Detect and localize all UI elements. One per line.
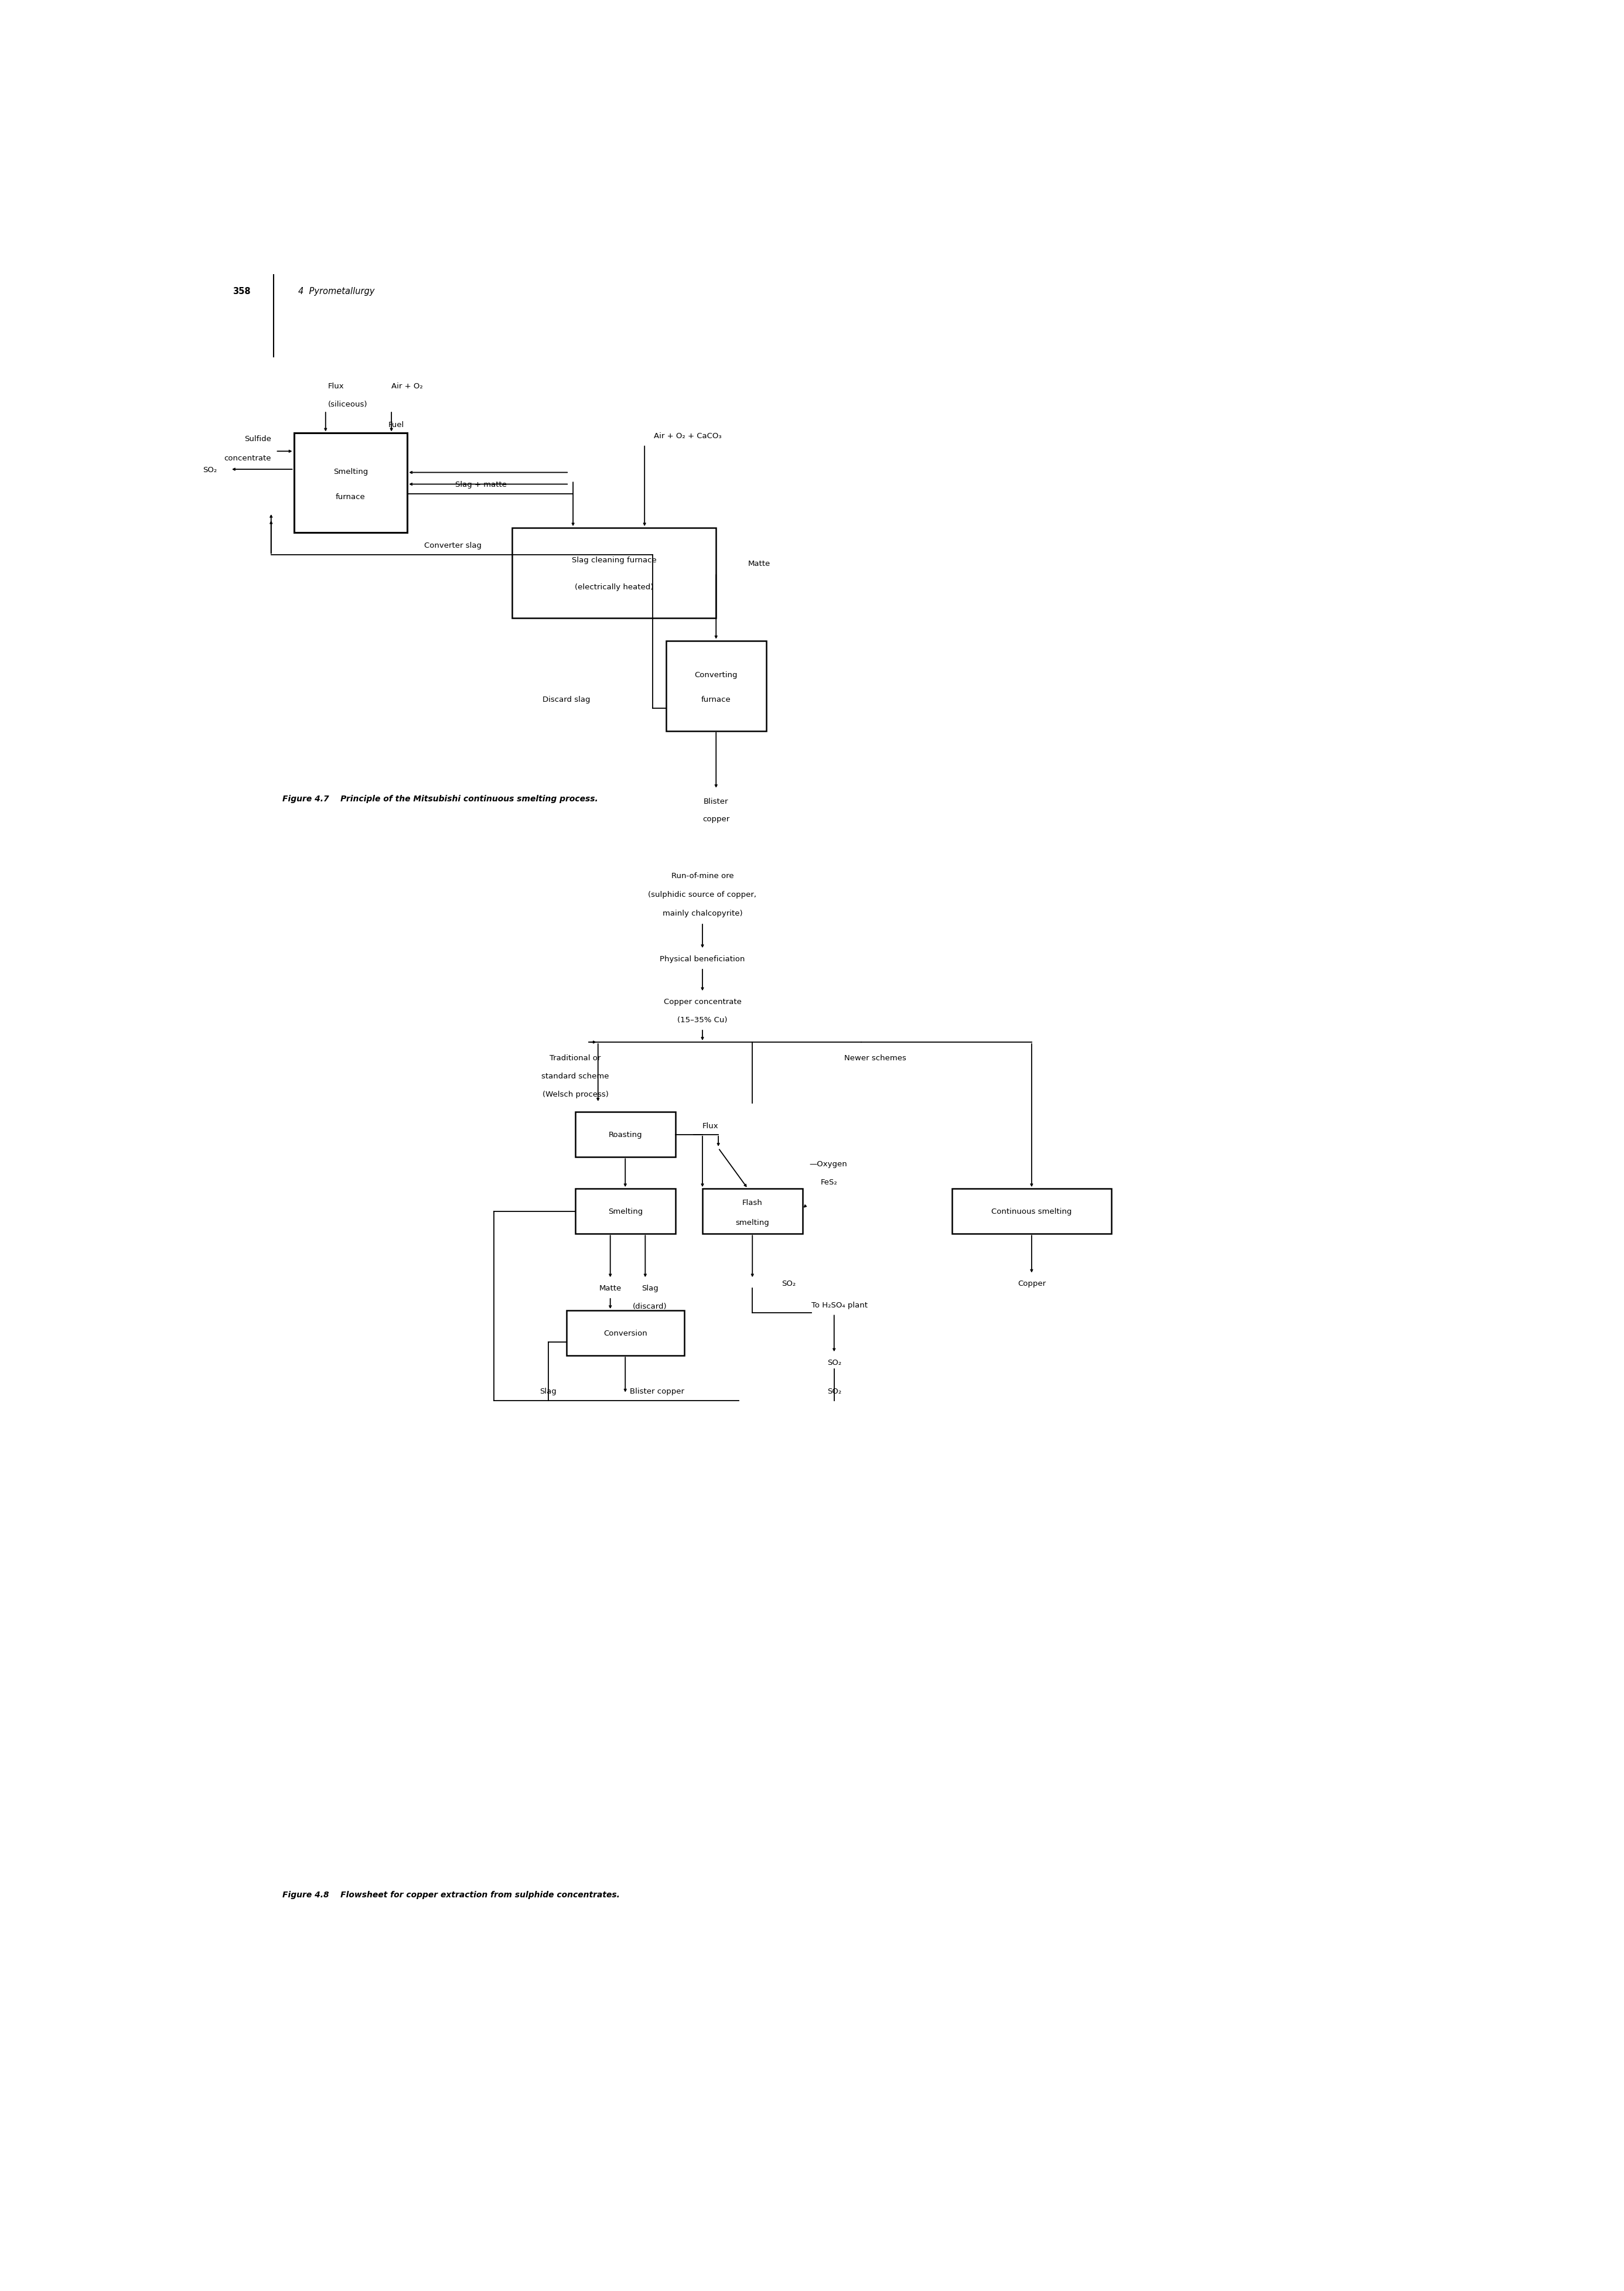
Text: Flux: Flux <box>328 383 344 389</box>
Text: Roasting: Roasting <box>609 1132 641 1139</box>
Text: Discard slag: Discard slag <box>542 696 590 703</box>
Text: furnace: furnace <box>702 696 731 703</box>
Text: Figure 4.7    Principle of the Mitsubishi continuous smelting process.: Figure 4.7 Principle of the Mitsubishi c… <box>283 795 598 804</box>
Text: To H₂SO₄ plant: To H₂SO₄ plant <box>812 1301 867 1308</box>
Text: Converting: Converting <box>695 671 737 678</box>
Bar <box>567 1310 684 1356</box>
Text: copper: copper <box>703 816 729 822</box>
Text: Blister copper: Blister copper <box>630 1386 684 1395</box>
Text: Slag: Slag <box>641 1285 658 1292</box>
Text: Air + O₂: Air + O₂ <box>391 383 422 389</box>
Text: Physical beneficiation: Physical beneficiation <box>659 955 745 962</box>
Text: smelting: smelting <box>736 1219 770 1226</box>
Bar <box>666 641 767 731</box>
Text: furnace: furnace <box>336 493 365 502</box>
Text: Smelting: Smelting <box>607 1207 643 1214</box>
Text: Sulfide: Sulfide <box>244 435 271 442</box>
Text: SO₂: SO₂ <box>781 1281 796 1288</box>
Text: Slag + matte: Slag + matte <box>455 481 507 488</box>
Text: (siliceous): (siliceous) <box>328 401 367 408</box>
Text: (sulphidic source of copper,: (sulphidic source of copper, <box>648 891 757 898</box>
Text: 358: 358 <box>232 286 250 296</box>
Text: SO₂: SO₂ <box>827 1359 841 1365</box>
Text: Copper concentrate: Copper concentrate <box>664 999 742 1006</box>
Text: (electrically heated): (electrically heated) <box>575 584 653 591</box>
Text: mainly chalcopyrite): mainly chalcopyrite) <box>663 910 742 916</box>
Text: Copper: Copper <box>1018 1281 1046 1288</box>
Text: Smelting: Smelting <box>333 467 369 477</box>
Text: Slag: Slag <box>539 1386 557 1395</box>
Text: FeS₂: FeS₂ <box>820 1178 838 1187</box>
Text: Matte: Matte <box>747 559 770 568</box>
Text: Continuous smelting: Continuous smelting <box>991 1207 1072 1214</box>
Text: Blister: Blister <box>703 797 729 804</box>
Text: Matte: Matte <box>599 1285 622 1292</box>
Text: Conversion: Conversion <box>604 1329 646 1338</box>
Text: Newer schemes: Newer schemes <box>844 1054 906 1063</box>
Text: —Oxygen: —Oxygen <box>809 1159 848 1168</box>
Text: Fuel: Fuel <box>388 422 404 428</box>
Text: SO₂: SO₂ <box>203 465 218 474</box>
Text: (15–35% Cu): (15–35% Cu) <box>677 1017 728 1024</box>
Text: (discard): (discard) <box>633 1301 667 1310</box>
Text: SO₂: SO₂ <box>827 1386 841 1395</box>
Text: Slag cleaning furnace: Slag cleaning furnace <box>572 557 656 564</box>
Text: Traditional or: Traditional or <box>549 1054 601 1063</box>
Bar <box>703 1189 802 1235</box>
Text: Flux: Flux <box>703 1123 719 1129</box>
Bar <box>512 529 716 619</box>
Text: Figure 4.8    Flowsheet for copper extraction from sulphide concentrates.: Figure 4.8 Flowsheet for copper extracti… <box>283 1890 620 1899</box>
Bar <box>294 433 408 534</box>
Text: Air + O₂ + CaCO₃: Air + O₂ + CaCO₃ <box>653 433 721 440</box>
Bar <box>575 1113 676 1157</box>
Bar <box>575 1189 676 1235</box>
Text: standard scheme: standard scheme <box>541 1072 609 1079</box>
Text: Converter slag: Converter slag <box>424 541 481 550</box>
Text: Run-of-mine ore: Run-of-mine ore <box>671 873 734 880</box>
Text: 4  Pyrometallurgy: 4 Pyrometallurgy <box>299 286 375 296</box>
Text: (Welsch process): (Welsch process) <box>542 1091 609 1097</box>
Bar <box>952 1189 1111 1235</box>
Text: concentrate: concentrate <box>224 454 271 463</box>
Text: Flash: Flash <box>742 1198 763 1207</box>
